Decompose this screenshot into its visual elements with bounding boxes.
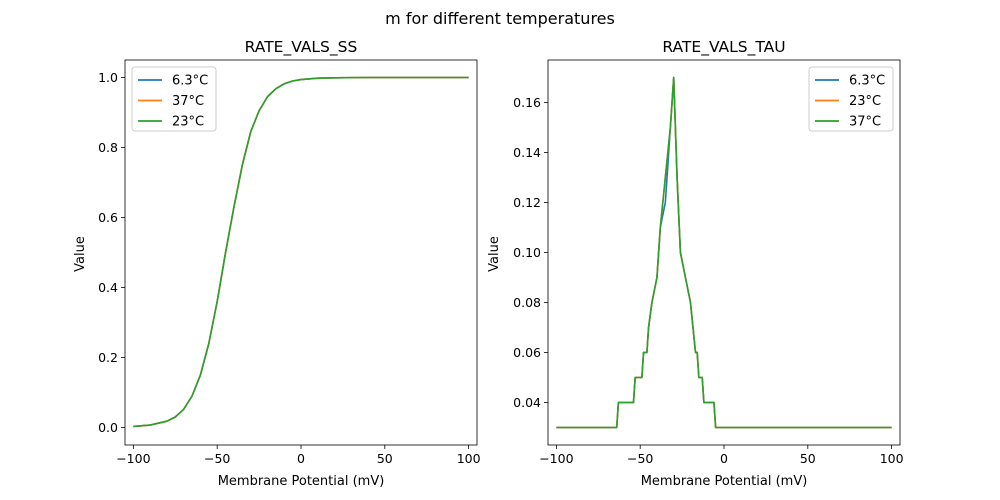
subplot-tau-ytick-label: 0.04 (513, 395, 541, 410)
subplot-tau-ylabel: Value (487, 236, 502, 272)
subplot-ss-legend-label: 37°C (172, 94, 204, 109)
subplot-tau-xtick-label: −50 (627, 451, 653, 466)
subplot-ss-xtick-label: 0 (297, 451, 305, 466)
subplot-tau-title: RATE_VALS_TAU (662, 38, 785, 57)
subplot-ss-legend-label: 23°C (172, 115, 204, 130)
subplot-ss: RATE_VALS_SS Membrane Potential (mV) Val… (73, 38, 481, 489)
subplot-ss-ytick-label: 0.4 (98, 280, 118, 295)
subplot-tau-xtick-label: 50 (800, 451, 816, 466)
subplot-ss-xtick-label: 100 (457, 451, 481, 466)
subplot-tau-ytick-label: 0.10 (513, 245, 541, 260)
subplot-ss-ytick-label: 0.8 (98, 140, 118, 155)
subplot-tau-legend-label: 23°C (849, 94, 881, 109)
subplot-tau-xlabel: Membrane Potential (mV) (641, 474, 808, 489)
subplot-tau-ytick-label: 0.08 (513, 295, 541, 310)
subplot-ss-xtick-label: −50 (204, 451, 230, 466)
subplot-ss-ylabel: Value (73, 236, 88, 272)
subplot-tau-ytick-label: 0.06 (513, 345, 541, 360)
subplot-ss-xlabel: Membrane Potential (mV) (218, 474, 385, 489)
subplot-tau-series-line-2 (556, 76, 892, 429)
subplot-ss-series-line-2 (133, 76, 469, 428)
subplot-tau-legend-box (808, 66, 894, 132)
subplot-tau-legend-label: 37°C (849, 115, 881, 130)
subplot-tau-xtick-label: 100 (880, 451, 904, 466)
subplot-ss-legend-label: 6.3°C (172, 74, 208, 89)
subplot-ss-title: RATE_VALS_SS (245, 38, 358, 57)
subplot-tau-ytick-label: 0.16 (513, 95, 541, 110)
figure-suptitle: m for different temperatures (385, 9, 615, 28)
subplot-ss-ytick-label: 0.6 (98, 210, 118, 225)
subplot-ss-xtick-label: −100 (116, 451, 150, 466)
subplot-tau-xtick-label: −100 (539, 451, 573, 466)
subplot-ss-xtick-label: 50 (377, 451, 393, 466)
subplot-tau-xtick-label: 0 (720, 451, 728, 466)
subplot-tau-legend: 6.3°C 23°C 37°C (808, 66, 894, 132)
subplot-tau-ytick-label: 0.12 (513, 195, 541, 210)
subplot-ss-legend-box (131, 66, 217, 132)
subplot-tau: RATE_VALS_TAU Membrane Potential (mV) Va… (487, 38, 904, 489)
subplot-ss-ytick-label: 1.0 (98, 70, 118, 85)
subplot-tau-legend-label: 6.3°C (849, 74, 885, 89)
subplot-ss-legend: 6.3°C 37°C 23°C (131, 66, 217, 132)
subplot-tau-ytick-label: 0.14 (513, 145, 541, 160)
subplot-ss-ytick-label: 0.2 (98, 350, 118, 365)
subplot-ss-ytick-label: 0.0 (98, 420, 118, 435)
